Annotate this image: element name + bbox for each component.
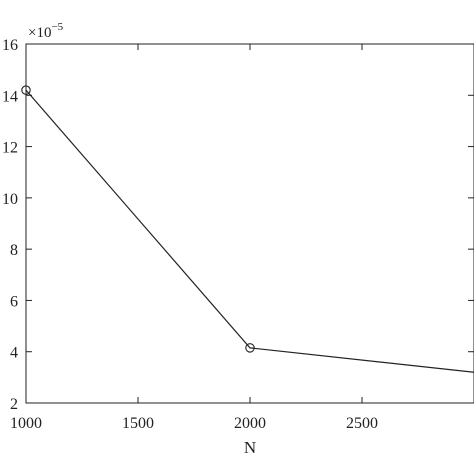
x-tick-label: 1000	[10, 415, 42, 432]
y-tick-label: 10	[2, 191, 18, 208]
y-tick-label: 14	[2, 88, 18, 105]
x-tick-label: 1500	[122, 415, 154, 432]
plot-frame	[25, 43, 474, 404]
y-tick-label: 6	[10, 293, 18, 310]
y-tick-label: 4	[10, 345, 18, 362]
series-line	[25, 89, 474, 373]
data-point-marker	[21, 85, 31, 95]
y-tick-label: 12	[2, 140, 18, 157]
y-tick-label: 8	[10, 242, 18, 259]
data-point-marker	[245, 343, 255, 353]
x-tick-label: 2500	[346, 415, 378, 432]
x-tick-label: 2000	[234, 415, 266, 432]
x-axis-label: N	[244, 438, 256, 457]
y-tick-label: 16	[2, 37, 18, 54]
y-multiplier-label: ×10−5	[28, 21, 64, 41]
y-tick-label: 2	[10, 396, 18, 413]
